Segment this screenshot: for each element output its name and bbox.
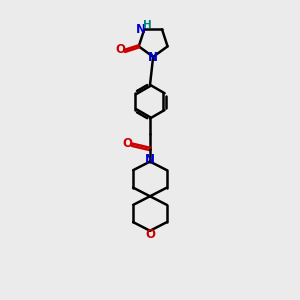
Text: N: N	[136, 22, 146, 35]
Text: N: N	[148, 51, 158, 64]
Text: N: N	[145, 153, 155, 167]
Text: O: O	[122, 137, 133, 150]
Text: O: O	[115, 44, 125, 56]
Text: O: O	[145, 228, 155, 241]
Text: H: H	[142, 20, 152, 30]
